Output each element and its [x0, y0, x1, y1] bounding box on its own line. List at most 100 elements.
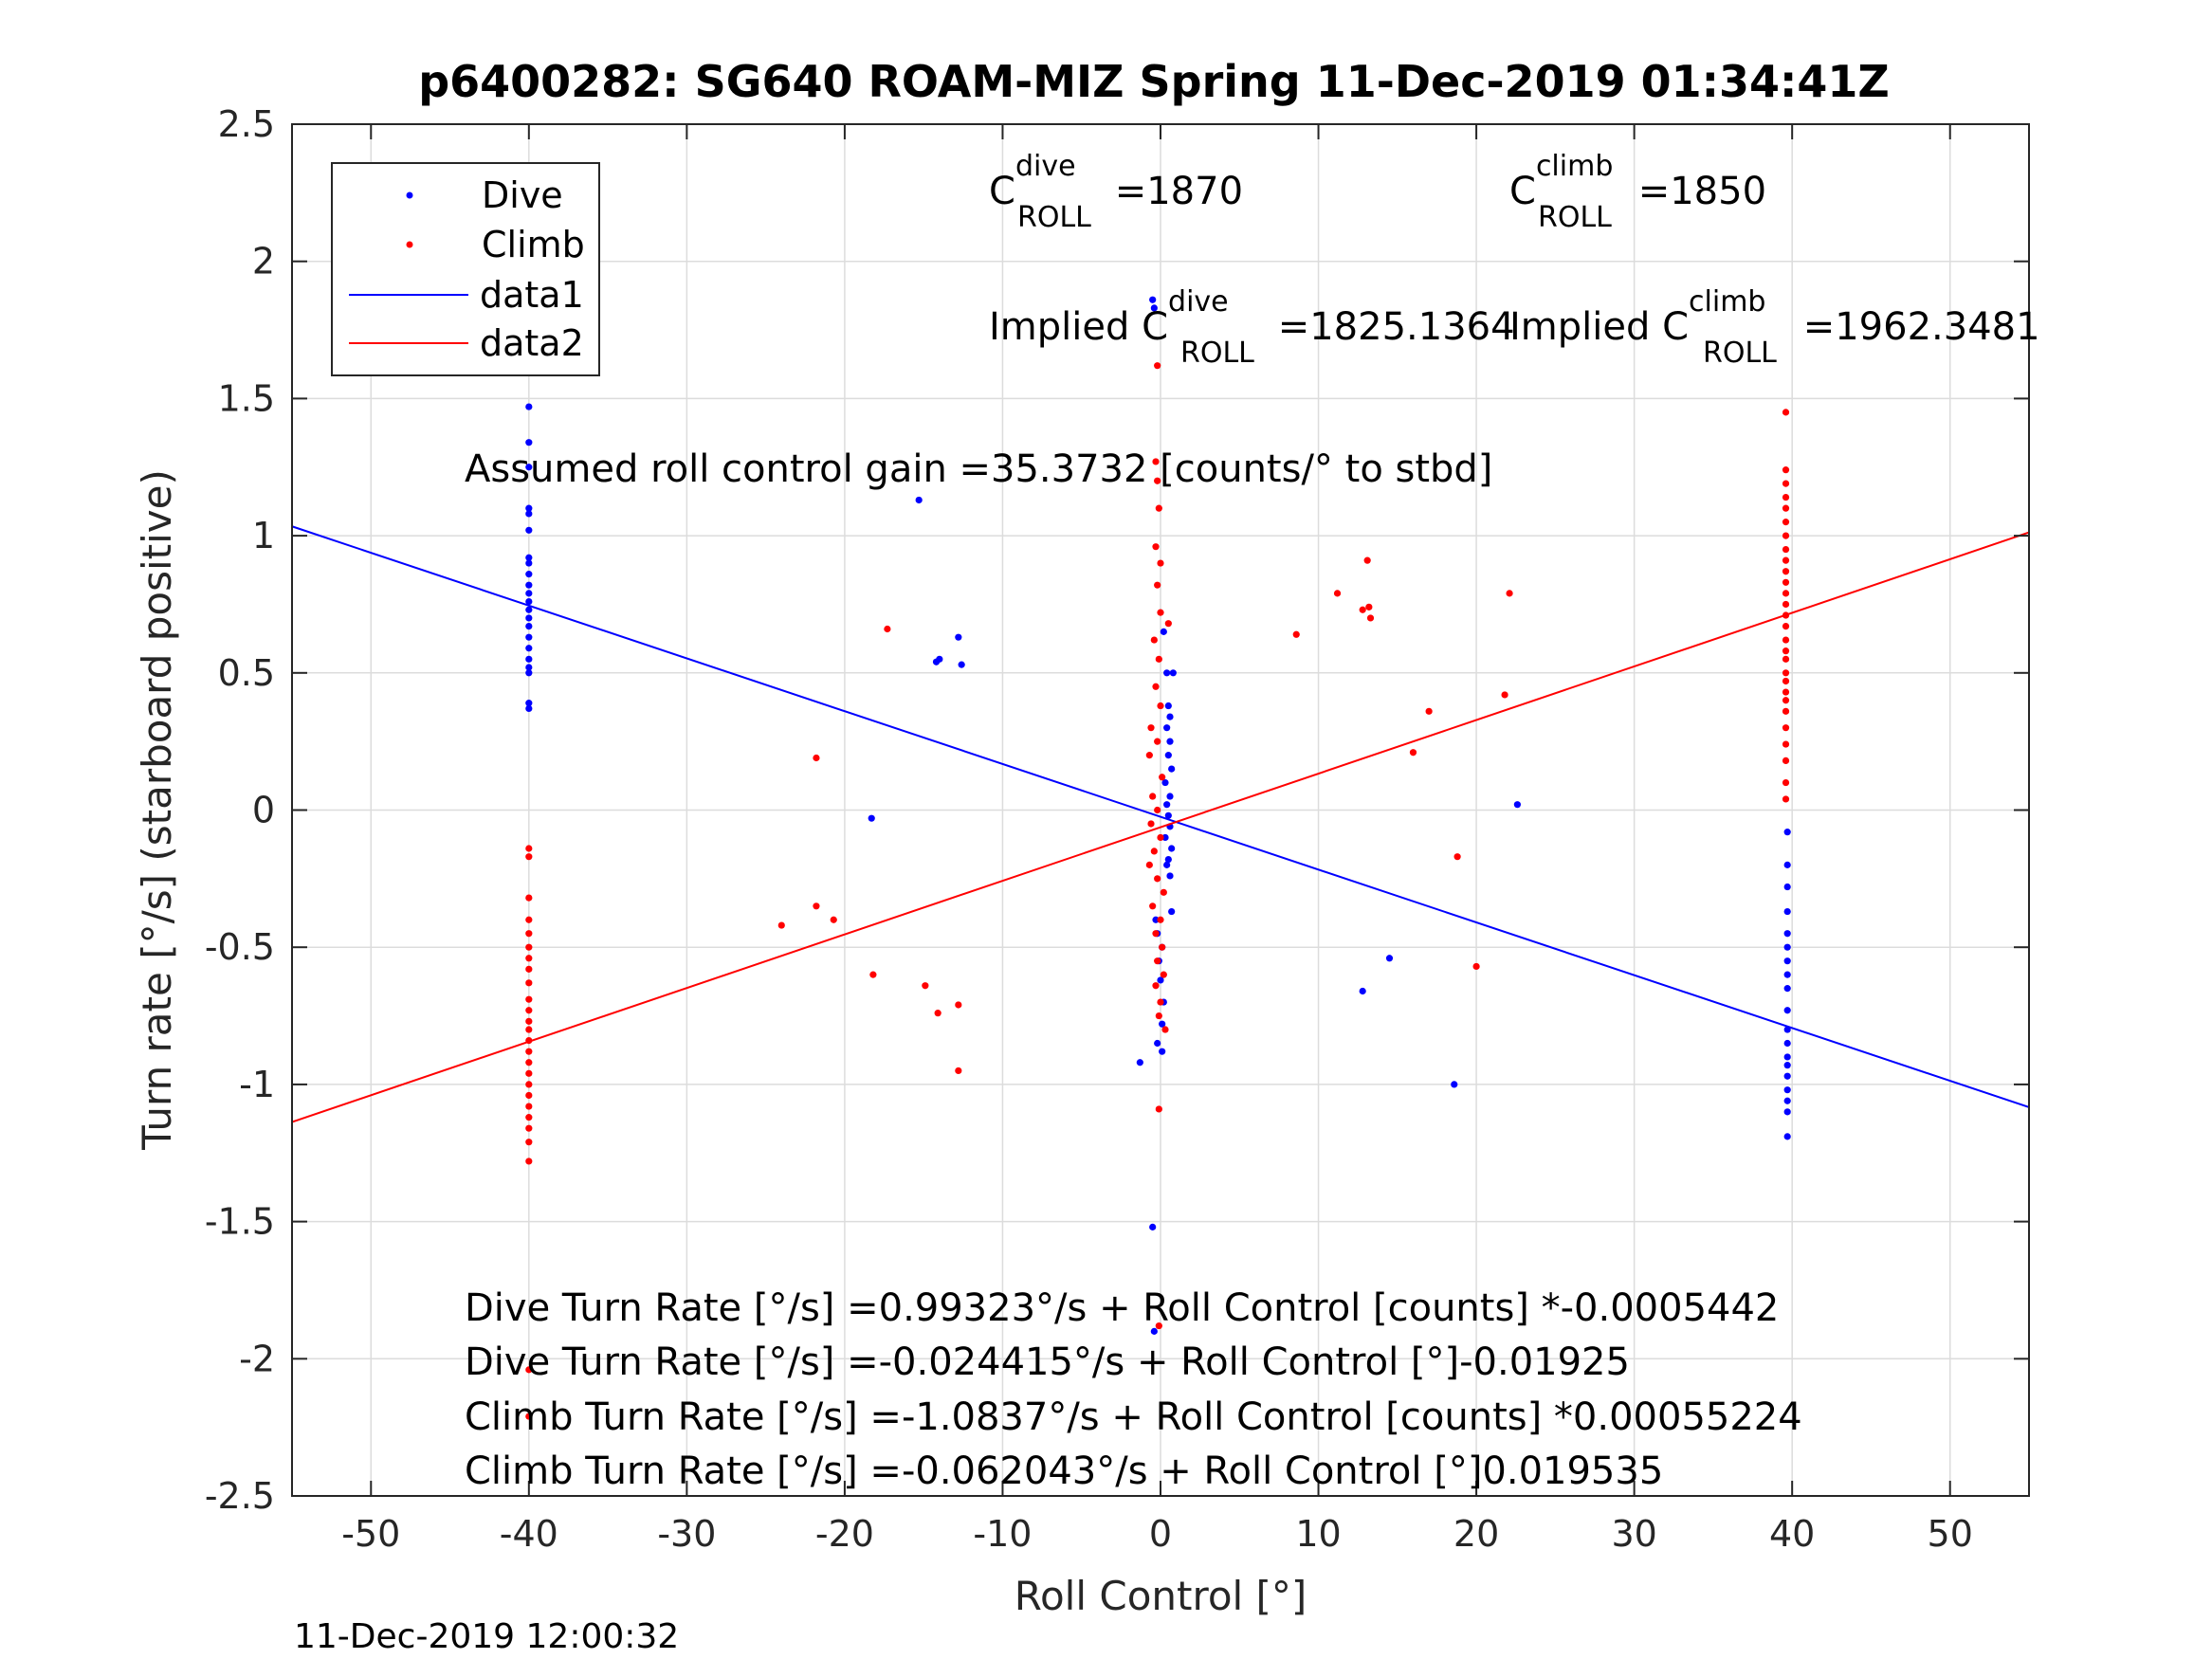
x-tick-label: -40 [500, 1513, 558, 1555]
point-climb [525, 955, 533, 962]
point-dive [1451, 1081, 1458, 1088]
point-climb [1157, 609, 1164, 616]
point-climb [1782, 493, 1790, 501]
x-tick-label: 50 [1928, 1513, 1973, 1555]
point-climb [922, 982, 929, 990]
point-climb [1782, 697, 1790, 704]
x-tick-label: -50 [341, 1513, 400, 1555]
point-climb [1147, 820, 1155, 828]
point-dive [525, 700, 533, 707]
x-axis-label: Roll Control [°] [1015, 1573, 1307, 1619]
point-climb [1453, 853, 1461, 861]
point-climb [1782, 480, 1790, 487]
point-dive [1168, 907, 1176, 916]
legend-data1-label: data1 [480, 274, 584, 316]
point-climb [1782, 568, 1790, 575]
point-climb [1155, 1105, 1162, 1113]
point-dive [1783, 1108, 1791, 1116]
point-climb [1155, 504, 1162, 512]
point-dive [1159, 1020, 1166, 1028]
point-climb [1425, 707, 1433, 715]
point-dive [525, 559, 533, 567]
point-climb [525, 979, 533, 987]
point-dive [1150, 1327, 1158, 1335]
fit-line-data1 [292, 525, 2029, 1108]
point-climb [1782, 677, 1790, 685]
point-climb [1149, 793, 1157, 800]
point-dive [1164, 702, 1172, 710]
point-climb [525, 1091, 533, 1100]
chart-title: p6400282: SG640 ROAM-MIZ Spring 11-Dec-2… [418, 56, 1890, 107]
point-climb [1154, 875, 1161, 883]
point-climb [1782, 669, 1790, 677]
legend-dive-label: Dive [482, 174, 563, 216]
point-dive [1783, 1072, 1791, 1080]
point-dive [1164, 752, 1172, 759]
legend-climb-marker [406, 241, 413, 248]
point-climb [1359, 606, 1366, 613]
point-climb [830, 916, 837, 923]
y-tick-label: -0.5 [205, 926, 275, 968]
point-dive [1783, 985, 1791, 993]
annotation-c-roll-dive: Cdive ROLL =1870 [989, 150, 1243, 234]
point-climb [525, 916, 533, 923]
point-dive [525, 464, 533, 471]
point-dive [1157, 976, 1164, 984]
point-climb [1333, 590, 1342, 597]
point-dive [525, 590, 533, 597]
y-tick-label: -1.5 [205, 1201, 275, 1243]
point-climb [1363, 556, 1371, 564]
point-climb [813, 754, 820, 762]
x-tick-label: 10 [1295, 1513, 1341, 1555]
x-tick-label: 30 [1611, 1513, 1656, 1555]
point-dive [1513, 801, 1521, 809]
point-climb [1782, 795, 1790, 803]
point-dive [1150, 304, 1158, 312]
point-climb [1154, 738, 1161, 745]
point-climb [1782, 757, 1790, 765]
point-climb [1152, 930, 1160, 938]
point-climb [1152, 543, 1160, 551]
point-climb [1782, 590, 1790, 597]
fit-line-data2 [292, 531, 2029, 1123]
point-dive [525, 526, 533, 534]
y-tick-label: -1 [239, 1064, 275, 1105]
point-climb [934, 1010, 941, 1017]
point-climb [1150, 636, 1158, 644]
point-climb [525, 1059, 533, 1066]
point-dive [525, 597, 533, 606]
point-climb [1782, 707, 1790, 715]
point-climb [525, 965, 533, 973]
point-climb [525, 1081, 533, 1088]
annotation-c-roll-climb: Cclimb ROLL =1850 [1509, 150, 1766, 234]
point-dive [1783, 1062, 1791, 1069]
y-tick-label: 2.5 [218, 103, 275, 145]
point-dive [1783, 957, 1791, 965]
point-climb [1782, 504, 1790, 512]
point-climb [1154, 362, 1161, 370]
point-climb [525, 995, 533, 1003]
point-climb [1782, 409, 1790, 416]
point-dive [525, 606, 533, 613]
point-climb [525, 1124, 533, 1132]
point-climb [1782, 688, 1790, 696]
point-dive [1783, 861, 1791, 868]
x-tick-label: -20 [815, 1513, 874, 1555]
point-dive [525, 581, 533, 589]
point-dive [1161, 833, 1169, 842]
point-climb [1155, 655, 1162, 663]
point-dive [1164, 855, 1172, 864]
point-dive [915, 496, 923, 504]
point-climb [1782, 519, 1790, 526]
annotation-gain: Assumed roll control gain =35.3732 [coun… [465, 447, 1492, 491]
point-dive [525, 669, 533, 677]
point-dive [525, 633, 533, 641]
point-dive [525, 704, 533, 713]
point-climb [1782, 600, 1790, 609]
point-dive [1359, 987, 1366, 995]
point-climb [525, 1007, 533, 1014]
point-climb [525, 1413, 533, 1420]
point-climb [955, 1001, 962, 1009]
point-climb [1157, 559, 1164, 567]
point-dive [1163, 861, 1171, 868]
